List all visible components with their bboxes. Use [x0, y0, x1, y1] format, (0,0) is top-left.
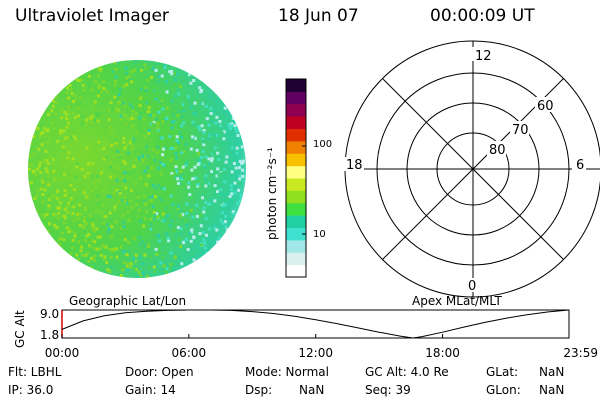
alt-series-line [61, 309, 570, 339]
info-glat-label: GLat: [486, 365, 519, 379]
colorbar-swatch [286, 178, 306, 191]
colorbar-swatch [286, 116, 306, 130]
alt-chart [61, 309, 570, 339]
info-mode: Mode: Normal [245, 365, 329, 379]
colorbar-swatch [286, 79, 306, 92]
info-flt: Flt: LBHL [8, 365, 62, 379]
alt-xtick-label: 06:00 [172, 346, 207, 360]
colorbar-swatch [286, 128, 306, 142]
date-label: 18 Jun 07 [278, 6, 359, 26]
colorbar-swatch [286, 190, 306, 204]
colorbar-swatch [286, 215, 306, 229]
colorbar-swatch [286, 264, 306, 278]
colorbar-swatch [286, 239, 306, 253]
colorbar-swatch [286, 227, 306, 241]
info-seq: Seq: 39 [365, 383, 411, 397]
info-glon-value: NaN [539, 383, 565, 397]
colorbar-unit-label: photon cm⁻²s⁻¹ [265, 147, 279, 240]
colorbar-swatch [286, 202, 306, 216]
alt-xtick-label: 23:59 [563, 346, 598, 360]
colorbar-tick-100: 100 [313, 139, 332, 150]
instrument-title: Ultraviolet Imager [15, 6, 169, 26]
colorbar-swatch [286, 153, 306, 167]
info-gc-alt: GC Alt: 4.0 Re [365, 365, 449, 379]
mlt-label-18: 18 [346, 158, 363, 173]
uv-image-disk [28, 60, 246, 278]
colorbar-frame [285, 78, 307, 278]
alt-xtick-label: 12:00 [298, 346, 333, 360]
info-dsp-label: Dsp: [245, 383, 273, 397]
alt-title-left: Geographic Lat/Lon [69, 294, 187, 308]
lat-label-70: 70 [512, 123, 529, 138]
colorbar [285, 78, 307, 278]
mlt-label-6: 6 [576, 158, 584, 173]
alt-ylabel: GC Alt [13, 310, 27, 348]
polar-plot [344, 40, 600, 298]
info-dsp-value: NaN [299, 383, 325, 397]
colorbar-swatch [286, 91, 306, 105]
colorbar-swatch [286, 252, 306, 266]
colorbar-swatch [286, 103, 306, 117]
info-glon-label: GLon: [486, 383, 521, 397]
colorbar-swatch [286, 140, 306, 154]
ytick-1-8: 1.8 [40, 328, 59, 342]
alt-xtick-label: 18:00 [425, 346, 460, 360]
colorbar-swatch [286, 165, 306, 179]
colorbar-tick-10: 10 [313, 229, 326, 240]
time-label: 00:00:09 UT [430, 6, 535, 26]
alt-xtick-label: 00:00 [45, 346, 80, 360]
info-door: Door: Open [125, 365, 194, 379]
mlt-label-0: 0 [468, 279, 476, 294]
mlt-label-12: 12 [475, 49, 492, 64]
lat-label-80: 80 [489, 143, 506, 158]
lat-label-60: 60 [537, 99, 554, 114]
ytick-9: 9.0 [40, 307, 59, 321]
info-gain: Gain: 14 [125, 383, 176, 397]
info-ip: IP: 36.0 [8, 383, 54, 397]
info-glat-value: NaN [539, 365, 565, 379]
alt-title-right: Apex MLat/MLT [412, 294, 502, 308]
